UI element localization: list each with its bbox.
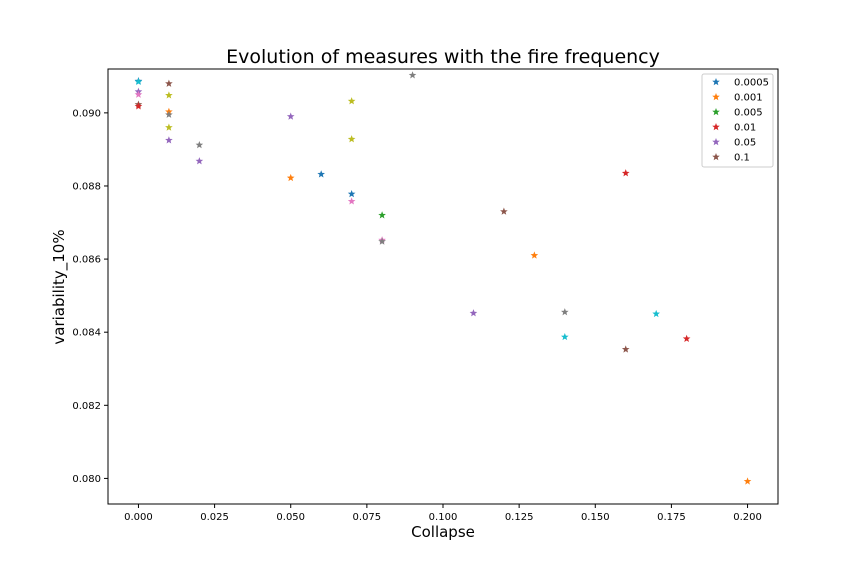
y-tick-label: 0.086: [72, 255, 101, 266]
data-point-star: [134, 77, 143, 86]
data-point-star: [347, 190, 356, 198]
x-tick-label: 0.150: [581, 512, 610, 523]
data-point-star: [286, 173, 295, 182]
legend-label: 0.1: [734, 153, 750, 164]
x-axis-label: Collapse: [411, 523, 475, 541]
legend-marker-star: [712, 153, 720, 161]
plot-area-frame: [107, 68, 779, 505]
data-point-star: [378, 237, 386, 245]
axis-ticks: 0.000 0.025 0.050 0.075 0.100 0.125 0.150 0.175…: [72, 108, 762, 523]
data-point-star: [378, 211, 386, 219]
data-point-star: [195, 141, 204, 149]
legend-box: [701, 73, 774, 168]
legend-label: 0.005: [734, 108, 763, 119]
data-point-star: [347, 135, 356, 143]
data-point-star: [134, 102, 143, 110]
legend-label: 0.0005: [734, 78, 769, 89]
x-tick-label: 0.075: [353, 512, 382, 523]
data-point-star: [561, 332, 569, 341]
chart-title: Evolution of measures with the fire freq…: [226, 46, 660, 68]
y-tick-label: 0.088: [72, 181, 101, 192]
legend-label: 0.01: [734, 123, 756, 134]
data-point-star: [500, 207, 508, 215]
data-point-star: [165, 136, 173, 144]
data-point-star: [682, 334, 691, 343]
legend-marker-star: [712, 78, 720, 86]
y-tick-label: 0.082: [72, 401, 101, 412]
legend-marker-star: [712, 93, 720, 101]
legend: 0.0005 0.001 0.005 0.01 0.05 0.1: [701, 73, 774, 168]
y-tick-label: 0.090: [72, 108, 101, 119]
y-axis-label: variability_10%: [50, 229, 69, 344]
data-point-star: [408, 71, 417, 79]
x-tick-label: 0.100: [429, 512, 458, 523]
x-tick-label: 0.000: [124, 512, 153, 523]
data-points: [134, 71, 752, 485]
data-point-star: [165, 110, 173, 118]
legend-marker-star: [712, 138, 720, 146]
x-tick-label: 0.050: [276, 512, 305, 523]
x-tick-label: 0.025: [200, 512, 229, 523]
legend-label: 0.05: [734, 138, 756, 149]
data-point-star: [347, 197, 356, 205]
legend-marker-star: [712, 108, 720, 116]
data-point-star: [469, 309, 478, 317]
data-point-star: [652, 309, 660, 318]
legend-marker-star: [712, 123, 720, 131]
legend-label: 0.001: [734, 93, 763, 104]
data-point-star: [621, 345, 630, 353]
x-tick-label: 0.125: [505, 512, 534, 523]
data-point-star: [347, 97, 356, 105]
data-point-star: [134, 90, 143, 98]
data-point-star: [530, 251, 539, 259]
x-tick-label: 0.200: [733, 512, 762, 523]
y-tick-label: 0.080: [72, 474, 101, 485]
data-point-star: [317, 170, 325, 178]
data-point-star: [165, 91, 173, 99]
x-tick-label: 0.175: [657, 512, 686, 523]
data-point-star: [743, 477, 752, 485]
data-point-star: [286, 112, 295, 120]
data-point-star: [165, 79, 173, 87]
data-point-star: [561, 308, 569, 316]
y-tick-label: 0.084: [72, 328, 101, 339]
data-point-star: [621, 169, 630, 177]
data-point-star: [195, 157, 204, 165]
data-point-star: [165, 123, 173, 131]
